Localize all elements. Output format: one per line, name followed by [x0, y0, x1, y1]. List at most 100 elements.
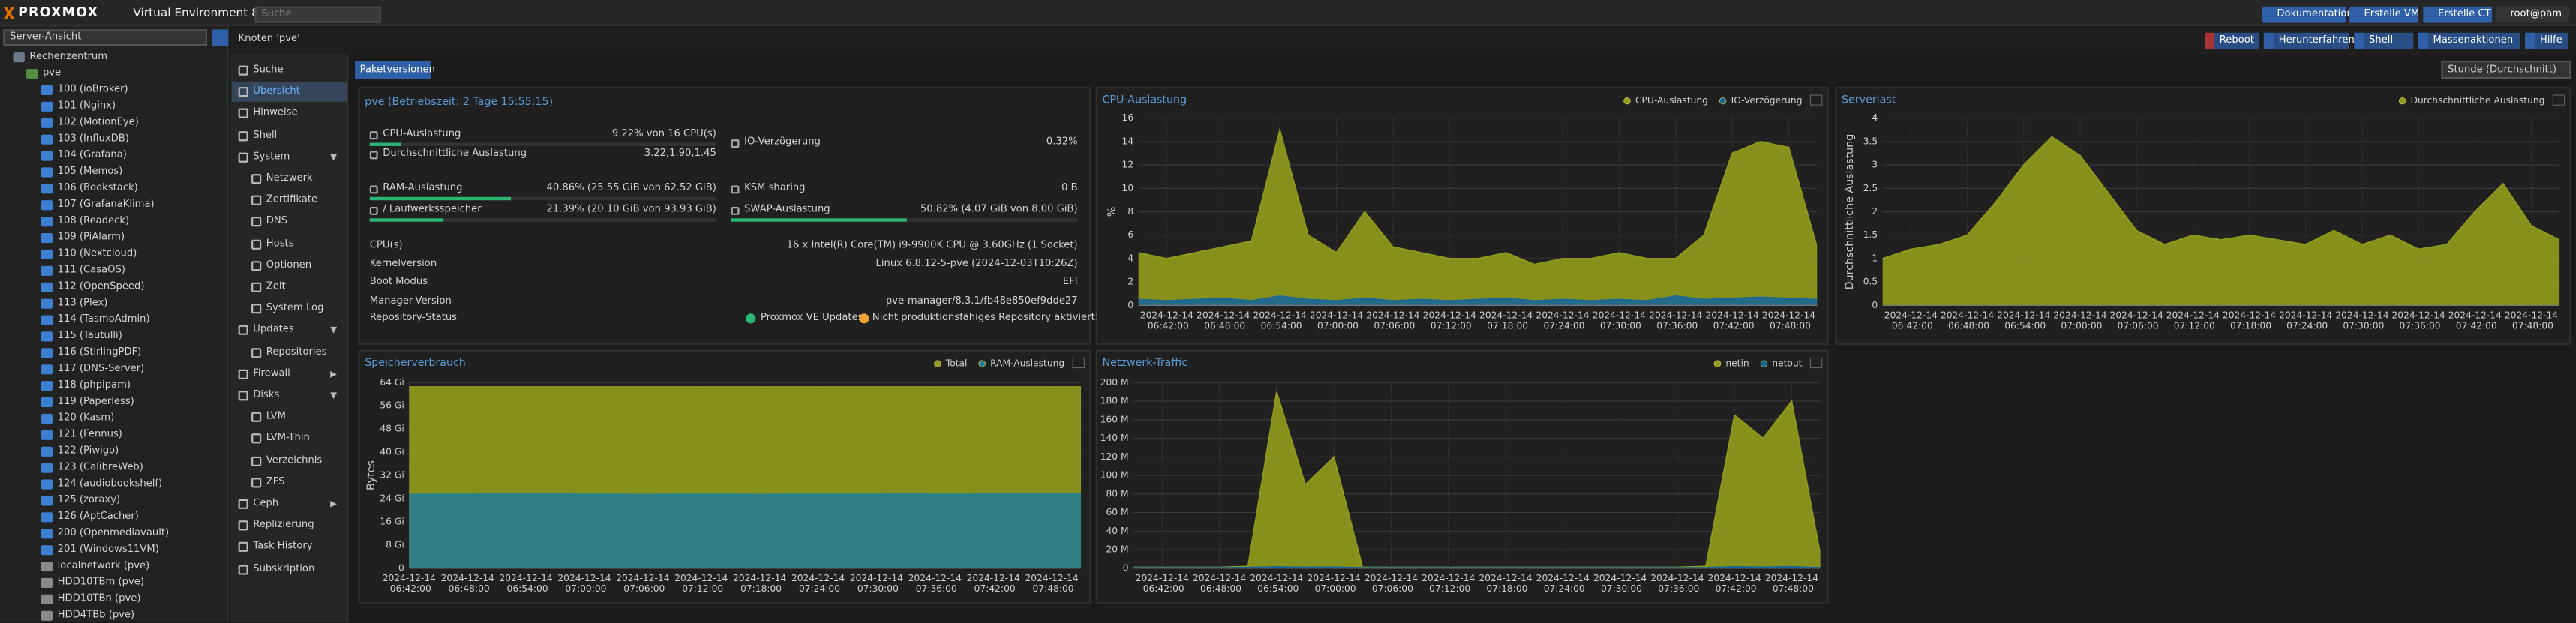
toolbar-button[interactable]: Massenaktionen — [2418, 32, 2520, 49]
menu-item[interactable]: Disks — [232, 386, 347, 406]
menu-item[interactable]: Hinweise — [232, 104, 347, 124]
x-tick-line: 06:48:00 — [1945, 320, 1989, 331]
repo-ok: Proxmox VE Updates — [760, 312, 863, 324]
x-tick-line: 07:18:00 — [737, 583, 782, 594]
tree-icon — [41, 200, 53, 211]
tree-label: 201 (Windows11VM) — [57, 543, 159, 556]
tree-storage[interactable]: HDD10TBn (pve) — [0, 591, 228, 607]
menu-label: Updates — [253, 324, 294, 336]
tree-root[interactable]: Rechenzentrum — [0, 49, 228, 66]
tree-guest[interactable]: 124 (audiobookshelf) — [0, 476, 228, 493]
menu-item[interactable]: Übersicht — [231, 82, 347, 103]
tree-guest[interactable]: 104 (Grafana) — [0, 148, 228, 164]
menu-icon — [238, 369, 248, 379]
x-tick-label: 2024-12-14 07:36:00 — [1649, 310, 1702, 331]
menu-item[interactable]: ZFS — [232, 472, 347, 492]
tree-guest[interactable]: 106 (Bookstack) — [0, 181, 228, 197]
menu-item[interactable]: Verzeichnis — [232, 451, 347, 470]
tree-guest[interactable]: 110 (Nextcloud) — [0, 247, 228, 263]
menu-icon — [238, 152, 248, 163]
menu-item[interactable]: DNS — [232, 212, 347, 232]
tree-guest[interactable]: 103 (InfluxDB) — [0, 131, 228, 148]
tree-guest[interactable]: 101 (Nginx) — [0, 98, 228, 115]
tree-guest[interactable]: 123 (CalibreWeb) — [0, 460, 228, 476]
status-value: 3.22,1.90,1.45 — [644, 148, 716, 160]
search-box[interactable]: Suche — [254, 6, 382, 23]
menu-item[interactable]: Replizierung — [232, 516, 347, 535]
y-tick-label: 4 — [1127, 253, 1133, 263]
view-select[interactable]: Server-Ansicht — [3, 29, 207, 46]
user-menu[interactable]: root@pam — [2495, 6, 2570, 23]
tree-guest[interactable]: 100 (ioBroker) — [0, 82, 228, 99]
tree-guest[interactable]: 114 (TasmoAdmin) — [0, 312, 228, 328]
x-tick-line: 2024-12-14 — [2110, 310, 2163, 320]
x-tick-line: 2024-12-14 — [2166, 310, 2220, 320]
tree-guest[interactable]: 118 (phpipam) — [0, 378, 228, 394]
menu-item[interactable]: Suche — [232, 61, 347, 80]
tree-guest[interactable]: 111 (CasaOS) — [0, 262, 228, 279]
toolbar-button[interactable]: Reboot — [2205, 32, 2259, 49]
x-tick-line: 07:30:00 — [2340, 320, 2384, 331]
tree-guest[interactable]: 120 (Kasm) — [0, 411, 228, 427]
menu-item[interactable]: Hosts — [232, 234, 347, 253]
tree-guest[interactable]: 113 (Plex) — [0, 295, 228, 312]
header-button[interactable]: Erstelle CT — [2423, 6, 2493, 23]
menu-item[interactable]: Zertifikate — [232, 190, 347, 210]
tree-node[interactable]: pve — [0, 66, 228, 82]
menu-item[interactable]: Ceph — [232, 494, 347, 514]
menu-item[interactable]: Optionen — [232, 256, 347, 275]
menu-item[interactable]: System Log — [232, 299, 347, 319]
menu-item[interactable]: Netzwerk — [232, 169, 347, 189]
tree-guest[interactable]: 117 (DNS-Server) — [0, 361, 228, 378]
menu-item[interactable]: Firewall — [232, 364, 347, 384]
tree-guest[interactable]: 105 (Memos) — [0, 164, 228, 181]
header-button[interactable]: Dokumentation — [2262, 6, 2353, 23]
menu-item[interactable]: Zeit — [232, 277, 347, 297]
menu-item[interactable]: LVM — [232, 408, 347, 427]
tree-guest[interactable]: 102 (MotionEye) — [0, 115, 228, 131]
x-tick-line: 2024-12-14 — [1593, 310, 1646, 320]
tree-guest[interactable]: 122 (Piwigo) — [0, 443, 228, 460]
tree-storage[interactable]: HDD10TBm (pve) — [0, 575, 228, 592]
tree-guest[interactable]: 125 (zoraxy) — [0, 493, 228, 509]
x-tick-line: 2024-12-14 — [2448, 310, 2502, 320]
menu-item[interactable]: Subskription — [232, 559, 347, 579]
tree-guest[interactable]: 119 (Paperless) — [0, 394, 228, 411]
tree-guest[interactable]: 121 (Fennus) — [0, 427, 228, 443]
tree-guest[interactable]: 126 (AptCacher) — [0, 509, 228, 526]
tree-guest[interactable]: 116 (StirlingPDF) — [0, 345, 228, 361]
menu-item[interactable]: Updates — [232, 321, 347, 340]
x-tick-label: 2024-12-14 06:42:00 — [1884, 310, 1938, 331]
usage-track — [369, 142, 716, 146]
usage-track — [369, 196, 716, 201]
y-tick-label: 200 M — [1100, 377, 1129, 388]
tree-guest[interactable]: 108 (Readeck) — [0, 214, 228, 230]
tree-guest[interactable]: 112 (OpenSpeed) — [0, 279, 228, 295]
package-button[interactable]: Paketversionen — [355, 61, 435, 79]
y-tick-label: 48 Gi — [380, 424, 404, 434]
x-tick-line: 07:00:00 — [2058, 320, 2103, 331]
menu-item[interactable]: LVM-Thin — [232, 429, 347, 448]
timeframe-select[interactable]: Stunde (Durchschnitt) — [2441, 61, 2571, 79]
x-tick-line: 2024-12-14 — [1422, 572, 1475, 583]
tree-guest[interactable]: 109 (PiAlarm) — [0, 230, 228, 247]
menu-item[interactable]: System — [232, 148, 347, 167]
tree-icon — [13, 52, 25, 63]
menu-item[interactable]: Repositories — [232, 343, 347, 362]
tree-guest[interactable]: 201 (Windows11VM) — [0, 542, 228, 559]
y-tick-label: 1.5 — [1863, 229, 1878, 240]
tree-guest[interactable]: 107 (GrafanaKlima) — [0, 197, 228, 214]
tree-guest[interactable]: 115 (Tautulli) — [0, 328, 228, 345]
toolbar-button[interactable]: Shell — [2354, 32, 2414, 49]
toolbar-button[interactable]: Herunterfahren — [2263, 32, 2355, 49]
menu-item[interactable]: Task History — [232, 538, 347, 557]
toolbar-button[interactable]: Hilfe — [2525, 32, 2568, 49]
tree-storage[interactable]: localnetwork (pve) — [0, 559, 228, 575]
menu-item[interactable]: Shell — [232, 126, 347, 145]
tree-storage[interactable]: HDD4TBb (pve) — [0, 607, 228, 622]
y-tick-label: 0 — [1872, 300, 1878, 310]
y-tick-label: 8 Gi — [386, 539, 404, 550]
tree-guest[interactable]: 200 (Openmediavault) — [0, 526, 228, 542]
x-tick-line: 06:42:00 — [1140, 583, 1184, 594]
header-button[interactable]: Erstelle VM — [2349, 6, 2419, 23]
